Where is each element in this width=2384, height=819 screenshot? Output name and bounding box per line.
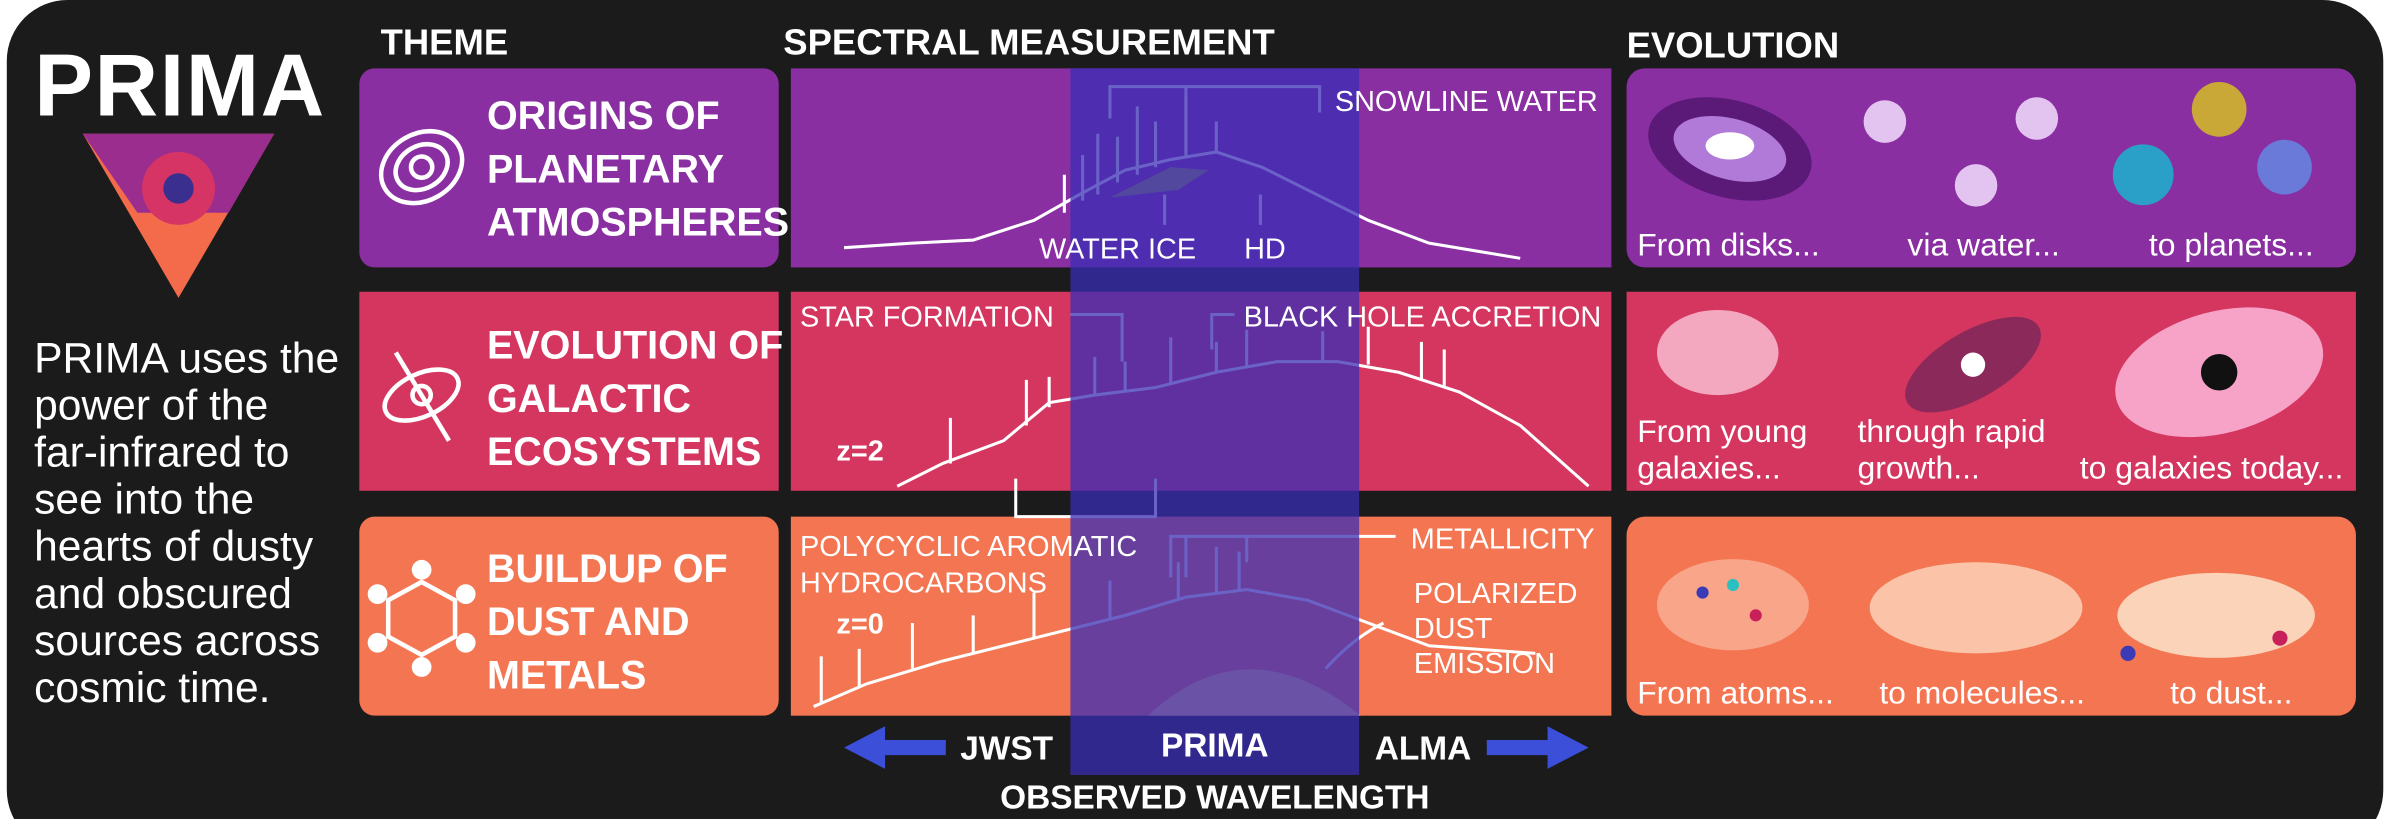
- arrow-right: [1486, 726, 1589, 769]
- theme-title: DUST AND: [487, 600, 690, 644]
- intro-text: PRIMA uses the power of the far-infrared…: [34, 334, 339, 712]
- spectrum-label: z=2: [836, 435, 883, 467]
- spectrum-label: SNOWLINE WATER: [1335, 86, 1598, 118]
- spectrum-label: EMISSION: [1414, 648, 1555, 680]
- theme-box: [359, 516, 779, 716]
- theme-title: ORIGINS OF: [487, 94, 720, 138]
- axis-label: PRIMA: [1161, 728, 1269, 765]
- arrow-left: [844, 726, 946, 769]
- logo-text: PRIMA: [34, 35, 326, 134]
- spectrum-label: POLYCYCLIC AROMATIC: [800, 531, 1137, 563]
- axis-title: OBSERVED WAVELENGTH: [1000, 779, 1429, 816]
- evolution-caption: growth...: [1858, 450, 1980, 486]
- theme-box: [359, 68, 779, 268]
- spectrum-label: WATER ICE: [1039, 233, 1196, 265]
- intro-line: sources across: [34, 617, 320, 665]
- evolution-caption: From disks...: [1637, 226, 1820, 262]
- theme-title: ATMOSPHERES: [487, 201, 789, 245]
- theme-icon: [382, 351, 461, 442]
- prima-band: [1070, 68, 1360, 775]
- intro-line: hearts of dusty: [34, 523, 314, 571]
- spectrum-label: HYDROCARBONS: [800, 568, 1047, 600]
- axis-label: ALMA: [1375, 731, 1471, 768]
- evolution-box: [1626, 68, 2356, 268]
- theme-title: BUILDUP OF: [487, 547, 728, 591]
- theme-title: EVOLUTION OF: [487, 324, 783, 368]
- evolution-caption: through rapid: [1858, 413, 2046, 449]
- spectrum-label: METALLICITY: [1411, 524, 1595, 556]
- spectrum-label: HD: [1244, 233, 1286, 265]
- evolution-caption: to planets...: [2149, 226, 2314, 262]
- evolution-caption: to galaxies today...: [2080, 450, 2344, 486]
- evolution-caption: From atoms...: [1637, 675, 1834, 711]
- theme-icon: [367, 559, 476, 677]
- column-header: SPECTRAL MEASUREMENT: [783, 22, 1274, 63]
- axis-label: JWST: [960, 731, 1053, 768]
- theme-title: METALS: [487, 653, 646, 697]
- intro-line: power of the: [34, 381, 268, 429]
- evolution-caption: to molecules...: [1879, 675, 2085, 711]
- intro-line: far-infrared to: [34, 428, 289, 476]
- column-header: THEME: [381, 22, 509, 63]
- spectrum-label: BLACK HOLE ACCRETION: [1244, 302, 1602, 334]
- spectrum-label: DUST: [1414, 613, 1493, 645]
- evolution-caption: From young: [1637, 413, 1807, 449]
- theme-title: GALACTIC: [487, 377, 691, 421]
- logo-star: [163, 173, 194, 204]
- intro-line: PRIMA uses the: [34, 334, 339, 382]
- evolution-caption: galaxies...: [1637, 450, 1781, 486]
- evolution-caption: via water...: [1907, 226, 2059, 262]
- spectrum-label: z=0: [836, 609, 883, 641]
- column-header: EVOLUTION: [1627, 25, 1840, 66]
- evolution-art: [1648, 82, 2324, 661]
- theme-icon: [378, 128, 465, 206]
- intro-line: cosmic time.: [34, 664, 270, 712]
- spectrum-label: POLARIZED: [1414, 578, 1578, 610]
- intro-line: see into the: [34, 476, 254, 524]
- intro-line: and obscured: [34, 570, 292, 618]
- theme-title: PLANETARY: [487, 147, 724, 191]
- theme-title: ECOSYSTEMS: [487, 430, 761, 474]
- evolution-caption: to dust...: [2170, 675, 2292, 711]
- spectrum-label: STAR FORMATION: [800, 302, 1054, 334]
